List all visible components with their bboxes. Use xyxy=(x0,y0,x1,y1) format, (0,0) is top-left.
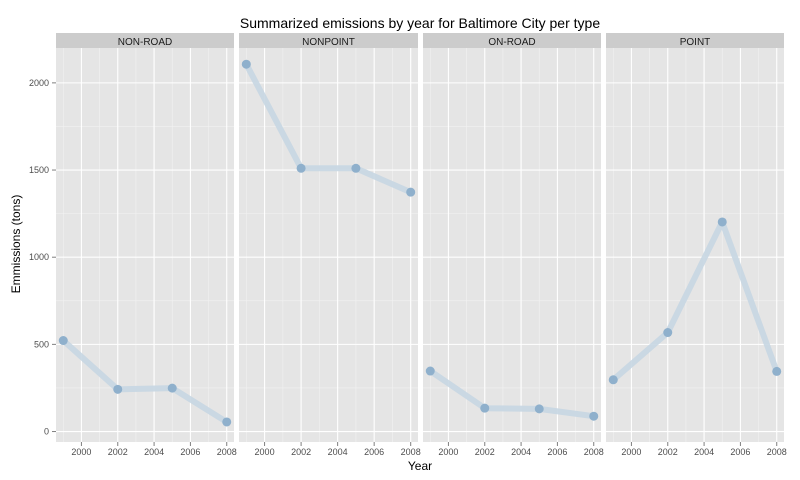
x-tick-label: 2004 xyxy=(694,447,714,457)
data-point xyxy=(534,404,544,414)
facet-strip-label: NON-ROAD xyxy=(118,37,172,48)
facet-panel-nonpoint: NONPOINT 2000 2002 2004 2006 2008 xyxy=(239,33,421,457)
x-axis-title: Year xyxy=(408,459,432,473)
facet-panel-point: POINT 2000 2002 2004 2006 2008 xyxy=(606,33,787,457)
y-tick-label: 1000 xyxy=(29,252,49,262)
facet-strip-label: POINT xyxy=(680,37,711,48)
facet-strip xyxy=(606,33,784,48)
x-tick-label: 2006 xyxy=(547,447,567,457)
panel-background xyxy=(239,48,418,442)
series-line xyxy=(60,337,230,425)
x-tick-label: 2004 xyxy=(144,447,164,457)
x-tick-label: 2000 xyxy=(71,447,91,457)
x-tick-label: 2004 xyxy=(511,447,531,457)
x-tick-label: 2000 xyxy=(255,447,275,457)
x-tick-label: 2006 xyxy=(180,447,200,457)
x-tick-label: 2002 xyxy=(475,447,495,457)
y-tick-label: 2000 xyxy=(29,78,49,88)
y-tick-label: 500 xyxy=(34,339,49,349)
data-point xyxy=(772,366,782,376)
facet-panel-non-road: NON-ROAD 2000 2002 2004 2006 2008 xyxy=(56,33,237,457)
x-tick-label: 2002 xyxy=(658,447,678,457)
x-tick-label: 2008 xyxy=(401,447,421,457)
data-point xyxy=(222,417,232,427)
series-line xyxy=(243,61,414,196)
x-tick-label: 2008 xyxy=(584,447,604,457)
data-point xyxy=(113,384,123,394)
data-point xyxy=(296,163,306,173)
data-point xyxy=(58,336,68,346)
y-tick-label: 0 xyxy=(44,427,49,437)
x-tick-label: 2002 xyxy=(291,447,311,457)
data-point xyxy=(167,383,177,393)
facet-strip xyxy=(56,33,234,48)
y-axis: 0 500 1000 1500 2000 xyxy=(29,78,56,437)
panel-background xyxy=(56,48,234,442)
data-point xyxy=(406,187,416,197)
data-point xyxy=(589,411,599,421)
x-tick-label: 2008 xyxy=(217,447,237,457)
data-point xyxy=(351,163,361,173)
x-tick-label: 2006 xyxy=(730,447,750,457)
x-tick-label: 2004 xyxy=(328,447,348,457)
y-axis-title: Emmissions (tons) xyxy=(9,195,23,294)
facet-panel-on-road: ON-ROAD 2000 2002 2004 2006 2008 xyxy=(423,33,604,457)
facet-panels: NON-ROAD 2000 2002 2004 2006 2008 NONPOINT 2000… xyxy=(56,33,787,457)
panel-background xyxy=(423,48,601,442)
facet-strip-label: ON-ROAD xyxy=(488,37,535,48)
x-tick-label: 2002 xyxy=(108,447,128,457)
panel-background xyxy=(606,48,784,442)
facet-strip xyxy=(423,33,601,48)
x-tick-label: 2000 xyxy=(621,447,641,457)
x-tick-label: 2000 xyxy=(438,447,458,457)
facet-strip-label: NONPOINT xyxy=(302,37,355,48)
x-tick-label: 2006 xyxy=(364,447,384,457)
facet-strip xyxy=(239,33,418,48)
data-point xyxy=(608,375,618,385)
series-line xyxy=(427,368,597,420)
data-point xyxy=(241,59,251,69)
data-point xyxy=(717,217,727,227)
data-point xyxy=(425,366,435,376)
series-line xyxy=(610,219,780,383)
data-point xyxy=(663,328,673,338)
y-tick-label: 1500 xyxy=(29,165,49,175)
chart-title: Summarized emissions by year for Baltimo… xyxy=(240,15,600,31)
x-tick-label: 2008 xyxy=(767,447,787,457)
data-point xyxy=(480,403,490,413)
